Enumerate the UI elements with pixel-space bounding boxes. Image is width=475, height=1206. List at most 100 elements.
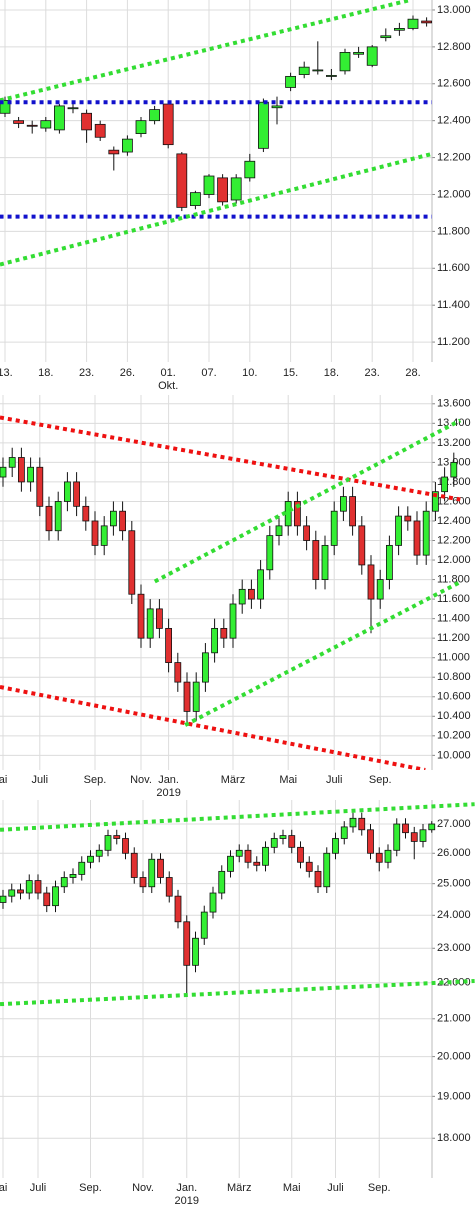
- x-tick-label: Juli: [327, 1182, 344, 1194]
- x-tick-label: Nov.: [130, 774, 152, 786]
- candle-body: [34, 880, 42, 894]
- candle-body: [45, 505, 53, 532]
- candle-body: [0, 99, 11, 114]
- candle-body: [95, 849, 103, 857]
- candle-body: [285, 75, 297, 88]
- candle-body: [104, 835, 112, 851]
- y-tick-label: 13.200: [437, 437, 471, 449]
- candle-body: [52, 886, 59, 907]
- candle-body: [203, 175, 215, 195]
- candle-body: [323, 852, 331, 888]
- candle-body: [200, 911, 208, 939]
- x-tick-label: März: [227, 1182, 251, 1194]
- candle-body: [17, 889, 24, 894]
- y-tick-label: 11.000: [437, 652, 470, 664]
- y-tick-label: 22.000: [437, 977, 471, 989]
- candle-body: [298, 66, 310, 75]
- candle-body: [385, 544, 393, 580]
- x-tick-label: Sep.: [84, 774, 107, 786]
- x-sublabel: 2019: [175, 1195, 199, 1206]
- candle-body: [450, 461, 458, 478]
- candle-body: [174, 662, 182, 683]
- candle-body: [262, 846, 269, 866]
- x-sublabel: 2019: [156, 787, 180, 799]
- y-tick-label: 12.600: [437, 495, 471, 507]
- candle-body: [100, 525, 108, 546]
- candle-body: [165, 877, 173, 897]
- candle-body: [149, 109, 161, 122]
- candle-body: [209, 892, 217, 913]
- y-tick-label: 25.000: [437, 878, 471, 890]
- candle-body: [247, 588, 255, 600]
- y-tick-label: 12.800: [437, 41, 471, 53]
- candle-body: [73, 481, 80, 507]
- candle-body: [78, 861, 86, 875]
- candle-body: [110, 510, 117, 527]
- candle-body: [402, 823, 409, 834]
- x-tick-label: Mai: [279, 774, 297, 786]
- x-tick-label: 15.: [283, 367, 298, 379]
- y-tick-label: 11.800: [437, 573, 470, 585]
- candle-body: [174, 895, 182, 923]
- chart-panel: 13. 18. 23. 26. 01. 07. 10. 15. 18. 23. 28. Okt. 13.…: [0, 0, 471, 392]
- y-tick-label: 23.000: [437, 942, 471, 954]
- candle-body: [421, 20, 432, 24]
- candle-body: [64, 481, 71, 502]
- candle-body: [201, 652, 209, 683]
- candles: [0, 415, 462, 770]
- x-tick-label: 26.: [120, 367, 135, 379]
- x-tick-label: März: [221, 774, 245, 786]
- candle-body: [312, 540, 320, 580]
- candle-body: [54, 105, 65, 131]
- y-tick-label: 19.000: [437, 1090, 471, 1102]
- trendline: [0, 685, 426, 770]
- candle-body: [119, 510, 126, 532]
- candle-body: [422, 510, 430, 556]
- candle-body: [253, 861, 261, 866]
- candle-body: [279, 835, 287, 839]
- candle-body: [413, 520, 421, 556]
- candle-body: [155, 608, 163, 629]
- candle-body: [122, 138, 133, 153]
- y-tick-label: 11.200: [437, 336, 470, 348]
- candles: [0, 0, 432, 267]
- x-tick-label: Juli: [32, 774, 49, 786]
- candle-body: [13, 120, 25, 124]
- candle-body: [235, 849, 243, 857]
- trendline: [0, 978, 475, 1007]
- chart-panel: ai Juli Sep. Nov. Jan. März Mai Juli Sep. 2019 27.…: [0, 800, 475, 1206]
- candle-body: [25, 880, 33, 894]
- candle-body: [211, 627, 219, 654]
- candle-body: [218, 870, 226, 894]
- candle-body: [366, 46, 378, 66]
- x-tick-label: Nov.: [132, 1182, 154, 1194]
- candle-body: [303, 525, 311, 541]
- x-tick-label: 07.: [201, 367, 216, 379]
- candle-body: [410, 832, 418, 842]
- candle-body: [384, 849, 392, 863]
- y-tick-label: 11.400: [437, 613, 470, 625]
- candle-body: [130, 852, 138, 878]
- candle-body: [367, 564, 375, 600]
- candle-body: [393, 28, 405, 31]
- candle-body: [94, 123, 106, 138]
- candle-body: [162, 103, 174, 146]
- candle-body: [0, 895, 7, 903]
- chart-panel: ai Juli Sep. Nov. Jan. März Mai Juli Sep. 2019 13.…: [0, 395, 471, 799]
- candle-body: [321, 544, 329, 580]
- x-tick-label: Jan.: [176, 1182, 197, 1194]
- x-tick-label: Mai: [283, 1182, 301, 1194]
- candle-body: [217, 177, 229, 203]
- candle-body: [157, 858, 164, 878]
- candle-body: [135, 120, 147, 134]
- x-tick-label: Sep.: [369, 774, 392, 786]
- candle-body: [349, 817, 357, 828]
- x-tick-label: 28.: [405, 367, 420, 379]
- candle-body: [395, 515, 403, 546]
- candle-body: [407, 18, 419, 29]
- candle-body: [54, 501, 62, 532]
- candle-body: [312, 69, 324, 72]
- candle-body: [108, 149, 120, 155]
- candle-body: [189, 192, 201, 206]
- x-tick-label: Jan.: [158, 774, 179, 786]
